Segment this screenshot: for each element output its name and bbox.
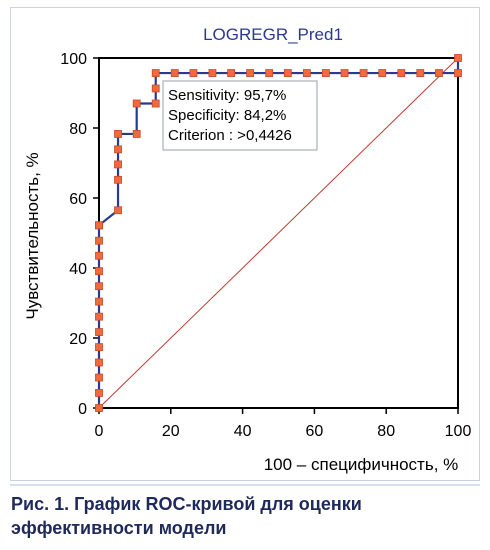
tick-marks: 0 20 40 60 80 100 0 20 40 60 80 100: [60, 51, 471, 440]
x-tick-label: 0: [95, 423, 104, 440]
y-tick-label: 80: [69, 121, 87, 138]
y-tick-label: 0: [78, 401, 87, 418]
roc-point: [359, 69, 368, 77]
x-tick-label: 20: [162, 423, 180, 440]
roc-point: [95, 282, 103, 291]
roc-point: [114, 160, 122, 169]
x-axis-label: 100 – специфичность, %: [264, 455, 459, 474]
roc-point: [416, 69, 425, 77]
roc-markers: [95, 54, 462, 412]
roc-point: [95, 221, 103, 230]
roc-point: [151, 69, 160, 77]
roc-point: [95, 251, 103, 260]
roc-point: [340, 69, 349, 77]
y-tick-label: 20: [69, 331, 87, 348]
roc-point: [302, 69, 311, 77]
y-axis-label: Чувствительность, %: [23, 152, 42, 319]
roc-point: [151, 84, 160, 93]
roc-point: [435, 69, 443, 77]
annotation-box: Sensitivity: 95,7% Specificity: 84,2% Cr…: [162, 80, 318, 151]
roc-point: [378, 69, 387, 77]
y-tick-label: 60: [69, 191, 87, 208]
roc-point: [265, 69, 274, 77]
roc-point: [170, 69, 179, 77]
roc-point: [283, 69, 292, 77]
roc-curve: [97, 58, 460, 408]
roc-point: [95, 328, 103, 336]
chart-panel: LOGREGR_Pred1 Чувствительность, % 100 – …: [10, 7, 480, 481]
roc-point: [95, 373, 103, 382]
roc-point: [132, 99, 141, 108]
roc-point: [114, 206, 122, 215]
roc-point: [208, 69, 217, 77]
roc-line: [97, 58, 460, 408]
chart-title: LOGREGR_Pred1: [203, 25, 343, 44]
roc-point: [397, 69, 406, 77]
roc-point: [132, 130, 141, 138]
roc-point: [95, 389, 103, 397]
diagonal-line: [98, 57, 459, 409]
annotation-criterion: Criterion : >0,4426: [168, 127, 292, 144]
roc-chart: LOGREGR_Pred1 Чувствительность, % 100 – …: [23, 25, 471, 474]
reference-diagonal: [98, 57, 459, 409]
roc-point: [454, 69, 462, 77]
roc-point: [454, 54, 462, 62]
roc-point: [95, 343, 103, 352]
y-tick-label: 40: [69, 261, 87, 278]
caption-divider: [10, 484, 480, 486]
roc-point: [95, 312, 103, 321]
roc-point: [151, 99, 160, 108]
roc-point: [95, 404, 103, 412]
y-tick-label: 100: [60, 51, 87, 68]
x-tick-label: 60: [306, 423, 324, 440]
roc-point: [321, 69, 330, 77]
roc-point: [246, 69, 255, 77]
roc-point: [189, 69, 198, 77]
roc-point: [95, 297, 103, 306]
roc-point: [114, 175, 122, 184]
x-tick-label: 100: [445, 423, 472, 440]
roc-point: [95, 267, 103, 276]
roc-point: [95, 358, 103, 367]
annotation-sensitivity: Sensitivity: 95,7%: [168, 87, 286, 104]
x-tick-label: 80: [377, 423, 395, 440]
annotation-specificity: Specificity: 84,2%: [168, 107, 286, 124]
figure-caption: Рис. 1. График ROC-кривой для оценки эфф…: [11, 494, 362, 538]
roc-point: [114, 145, 122, 154]
x-tick-label: 40: [234, 423, 252, 440]
roc-point: [95, 236, 103, 245]
roc-point: [227, 69, 236, 77]
roc-point: [114, 130, 122, 138]
